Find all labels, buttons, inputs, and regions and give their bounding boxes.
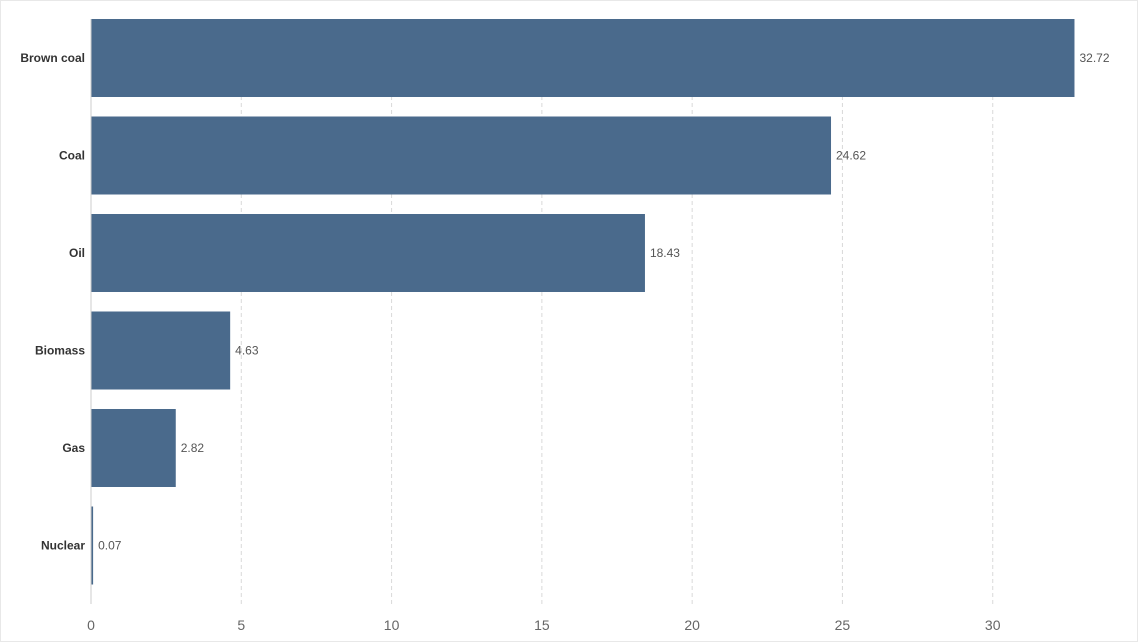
bar xyxy=(91,214,645,292)
data-label: 24.62 xyxy=(836,149,866,163)
category-label: Oil xyxy=(69,246,85,260)
x-tick-label: 20 xyxy=(684,617,700,633)
category-label: Coal xyxy=(59,149,85,163)
bar xyxy=(91,116,832,195)
category-label: Gas xyxy=(62,441,85,455)
labels: Brown coal 32.72 Coal 24.62 Oil 18.43 Biomass 4… xyxy=(20,51,1110,553)
x-tick-label: 0 xyxy=(87,617,95,633)
bars xyxy=(91,19,1075,585)
bar xyxy=(91,409,176,487)
x-axis: 0 5 10 15 20 25 30 xyxy=(87,19,1001,633)
gridlines xyxy=(240,19,994,604)
category-label: Nuclear xyxy=(41,539,85,553)
category-label: Biomass xyxy=(35,344,85,358)
x-tick-label: 30 xyxy=(985,617,1001,633)
data-label: 2.82 xyxy=(181,441,205,455)
data-label: 4.63 xyxy=(235,344,259,358)
x-tick-label: 5 xyxy=(237,617,245,633)
bar xyxy=(91,311,231,390)
bar xyxy=(91,19,1075,97)
data-label: 18.43 xyxy=(650,246,680,260)
x-tick-label: 25 xyxy=(835,617,851,633)
category-label: Brown coal xyxy=(20,51,85,65)
bar xyxy=(91,506,94,585)
data-label: 0.07 xyxy=(98,539,122,553)
x-tick-label: 15 xyxy=(534,617,550,633)
x-tick-label: 10 xyxy=(384,617,400,633)
data-label: 32.72 xyxy=(1079,51,1109,65)
